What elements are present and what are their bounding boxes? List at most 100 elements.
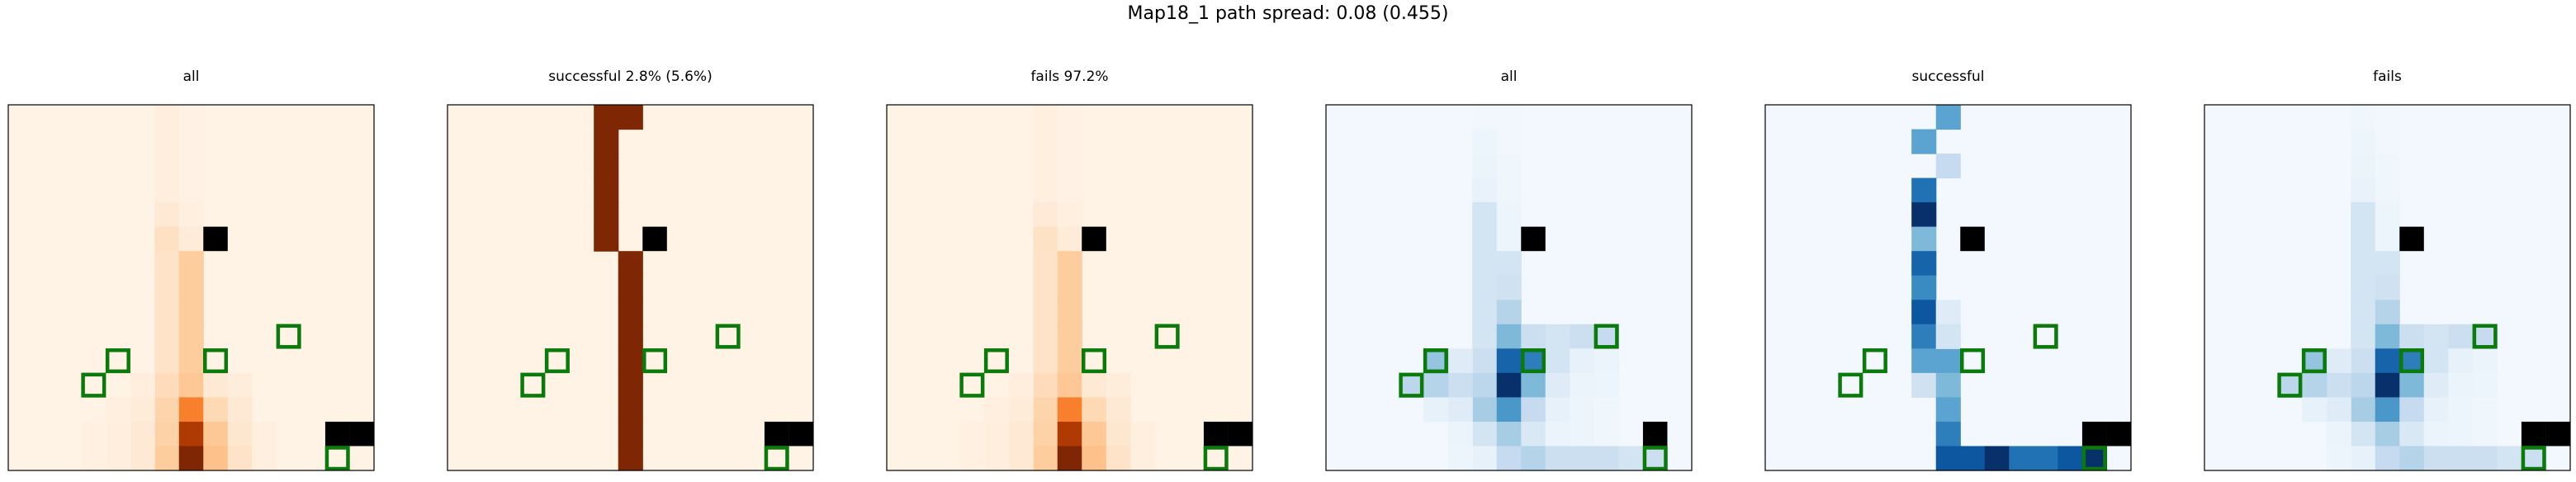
heatmap-cell [618, 251, 643, 276]
heatmap-cell [1472, 226, 1498, 252]
heatmap-cell [1593, 446, 1619, 471]
heatmap-cell [1521, 421, 1546, 447]
target-marker [2399, 348, 2425, 374]
heatmap-cell [1082, 421, 1107, 447]
heatmap-cell [1472, 348, 1498, 374]
heatmap-cell [1033, 348, 1058, 374]
heatmap-cell [1496, 397, 1522, 423]
heatmap-cell [252, 446, 277, 471]
heatmap-cell [130, 372, 155, 398]
heatmap-cell [2375, 446, 2400, 471]
target-marker [544, 348, 570, 374]
target-marker [105, 348, 130, 374]
heatmap-cell [178, 154, 204, 179]
heatmap-cell [1521, 372, 1546, 398]
obstacle-cell [788, 421, 813, 447]
heatmap-cell [178, 226, 204, 252]
heatmap-cell [1496, 421, 1522, 447]
heatmap-cell [1496, 129, 1522, 154]
heatmap-cell [1447, 348, 1473, 374]
heatmap-cell [130, 397, 155, 423]
heatmap-cell [2448, 446, 2474, 471]
heatmap-cell [2351, 129, 2376, 154]
heatmap-cell [1911, 251, 1937, 276]
heatmap-cell [2351, 324, 2376, 349]
heatmap-cell [1496, 348, 1522, 374]
heatmap-cell [1570, 397, 1595, 423]
heatmap-cell [1496, 105, 1522, 130]
heatmap-cell [1642, 446, 1669, 471]
heatmap-cell [2399, 372, 2425, 398]
heatmap-cell [154, 324, 180, 349]
obstacle-cell [642, 226, 667, 252]
heatmap-cell [1496, 251, 1522, 276]
heatmap-cell [178, 177, 204, 203]
target-marker [2277, 372, 2303, 398]
heatmap-cell [1496, 275, 1522, 300]
heatmap-cell [2423, 324, 2449, 349]
heatmap-cell [154, 251, 180, 276]
heatmap-cell [2497, 446, 2522, 471]
heatmap-cell [1057, 177, 1082, 203]
heatmap-cell [2375, 202, 2400, 228]
heatmap-cell [178, 397, 204, 423]
target-marker [276, 324, 301, 349]
heatmap-cell [1033, 129, 1058, 154]
heatmap-cell [594, 154, 619, 179]
heatmap-cell [984, 446, 1010, 471]
target-marker [959, 372, 985, 398]
heatmap-cell [2375, 300, 2400, 325]
heatmap-cell [178, 202, 204, 228]
heatmap-cell [618, 275, 643, 300]
heatmap-cell [1472, 446, 1498, 471]
heatmap-cell [227, 372, 253, 398]
heatmap-cell [1033, 397, 1058, 423]
obstacle-cell [1228, 421, 1252, 447]
heatmap-cell [1057, 300, 1082, 325]
target-marker [324, 446, 350, 471]
heatmap-cell [2057, 446, 2083, 471]
panel-title: all [1501, 69, 1518, 85]
heatmap-cell [2375, 348, 2400, 374]
heatmap-cell [1082, 446, 1107, 471]
target-marker [1642, 446, 1668, 471]
heatmap-cell [1082, 397, 1107, 423]
obstacle-cell [1521, 226, 1546, 252]
heatmap-panel: fails 97.2% [886, 69, 1253, 471]
heatmap-cell [1057, 226, 1082, 252]
heatmap-cell [1106, 397, 1131, 423]
target-marker [642, 348, 668, 374]
heatmap-cell [178, 348, 204, 374]
heatmap-cell [1496, 226, 1522, 252]
axes-frame [7, 104, 375, 471]
heatmap-cell [1935, 348, 1961, 374]
heatmap-cell [1935, 372, 1961, 398]
heatmap-cell [2351, 226, 2376, 252]
heatmap-cell [1057, 129, 1082, 154]
heatmap-cell [106, 446, 131, 471]
heatmap-cell [2351, 275, 2376, 300]
heatmap-cell [1472, 105, 1498, 130]
heatmap-cell [1082, 372, 1107, 398]
target-marker [2301, 348, 2327, 374]
heatmap-cell [178, 275, 204, 300]
heatmap-cell [1106, 421, 1131, 447]
heatmap-cell [1423, 372, 1449, 398]
obstacle-cell [2106, 421, 2131, 447]
heatmap-cell [2351, 446, 2376, 471]
heatmap-cell [2399, 324, 2425, 349]
heatmap-cell [2351, 372, 2376, 398]
heatmap-cell [2472, 446, 2498, 471]
heatmap-cell [154, 372, 180, 398]
heatmap-cell [618, 348, 643, 374]
heatmap-cell [618, 372, 643, 398]
heatmap-cell [1057, 372, 1082, 398]
heatmap-cell [2375, 226, 2400, 252]
heatmap-cell [154, 226, 180, 252]
heatmap-cell [2375, 324, 2400, 349]
heatmap-cell [1521, 324, 1546, 349]
heatmap-cell [2399, 421, 2425, 447]
target-marker [1862, 348, 1887, 374]
heatmap-cell [1935, 421, 1961, 447]
heatmap-cell [2351, 300, 2376, 325]
